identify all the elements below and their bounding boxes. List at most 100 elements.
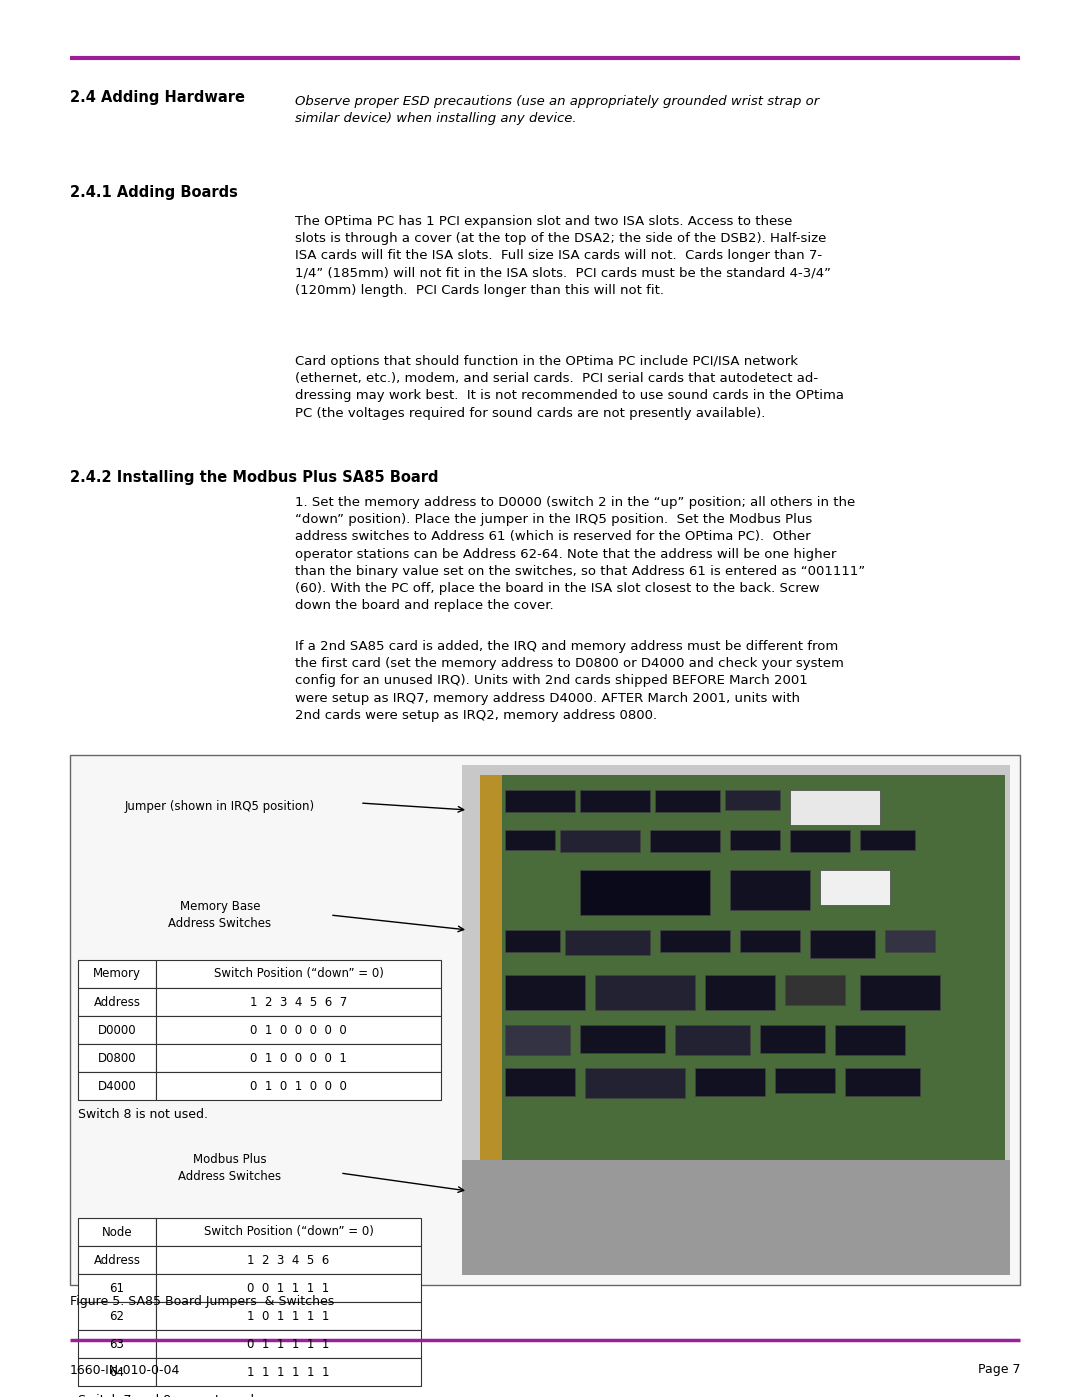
- Bar: [78, 1274, 156, 1302]
- Bar: [580, 1025, 665, 1053]
- Bar: [156, 1302, 421, 1330]
- Text: Memory: Memory: [93, 968, 141, 981]
- Bar: [820, 870, 890, 905]
- Text: Address: Address: [94, 996, 140, 1009]
- Bar: [650, 830, 720, 852]
- Text: Memory Base
Address Switches: Memory Base Address Switches: [168, 900, 271, 930]
- Bar: [580, 870, 710, 915]
- Text: Switch 7 and 8 are not used.: Switch 7 and 8 are not used.: [78, 1394, 258, 1397]
- Bar: [580, 789, 650, 812]
- Text: 0  1  0  0  0  0  1: 0 1 0 0 0 0 1: [251, 1052, 347, 1065]
- Text: 64: 64: [109, 1365, 124, 1379]
- Bar: [696, 1067, 765, 1097]
- Bar: [705, 975, 775, 1010]
- Text: D4000: D4000: [97, 1080, 136, 1092]
- Bar: [654, 789, 720, 812]
- Bar: [595, 975, 696, 1010]
- Text: 62: 62: [109, 1309, 124, 1323]
- Bar: [480, 775, 502, 1160]
- Bar: [505, 830, 555, 849]
- Text: Modbus Plus
Address Switches: Modbus Plus Address Switches: [178, 1153, 282, 1183]
- Text: Address: Address: [94, 1253, 140, 1267]
- Bar: [760, 1025, 825, 1053]
- Text: Jumper (shown in IRQ5 position): Jumper (shown in IRQ5 position): [125, 800, 315, 813]
- Bar: [505, 789, 575, 812]
- Text: Switch Position (“down” = 0): Switch Position (“down” = 0): [214, 968, 383, 981]
- Bar: [730, 830, 780, 849]
- Bar: [462, 1160, 1010, 1275]
- Text: 0  1  0  1  0  0  0: 0 1 0 1 0 0 0: [251, 1080, 347, 1092]
- Bar: [725, 789, 780, 810]
- Text: Card options that should function in the OPtima PC include PCI/ISA network
(ethe: Card options that should function in the…: [295, 355, 843, 419]
- Bar: [156, 1246, 421, 1274]
- Bar: [675, 1025, 750, 1055]
- Bar: [156, 1016, 441, 1044]
- Bar: [585, 1067, 685, 1098]
- Bar: [561, 830, 640, 852]
- Text: 1  0  1  1  1  1: 1 0 1 1 1 1: [247, 1309, 329, 1323]
- Bar: [156, 1274, 421, 1302]
- Bar: [730, 870, 810, 909]
- Text: Observe proper ESD precautions (use an appropriately grounded wrist strap or
sim: Observe proper ESD precautions (use an a…: [295, 95, 820, 124]
- Bar: [78, 988, 156, 1016]
- Text: Switch Position (“down” = 0): Switch Position (“down” = 0): [203, 1225, 374, 1239]
- Text: 1  2  3  4  5  6: 1 2 3 4 5 6: [247, 1253, 329, 1267]
- Text: The OPtima PC has 1 PCI expansion slot and two ISA slots. Access to these
slots : The OPtima PC has 1 PCI expansion slot a…: [295, 215, 831, 296]
- Text: Switch 8 is not used.: Switch 8 is not used.: [78, 1108, 208, 1120]
- Text: 1  1  1  1  1  1: 1 1 1 1 1 1: [247, 1365, 329, 1379]
- Text: 1  2  3  4  5  6  7: 1 2 3 4 5 6 7: [249, 996, 347, 1009]
- Text: 0  1  0  0  0  0  0: 0 1 0 0 0 0 0: [251, 1024, 347, 1037]
- Bar: [835, 1025, 905, 1055]
- Bar: [78, 960, 156, 988]
- Bar: [78, 1016, 156, 1044]
- Bar: [845, 1067, 920, 1097]
- Bar: [660, 930, 730, 951]
- Text: 63: 63: [109, 1337, 124, 1351]
- Bar: [860, 830, 915, 849]
- Bar: [78, 1246, 156, 1274]
- Text: 2.4.1 Adding Boards: 2.4.1 Adding Boards: [70, 184, 238, 200]
- Bar: [70, 754, 1020, 1285]
- Text: Page 7: Page 7: [977, 1363, 1020, 1376]
- Bar: [156, 960, 441, 988]
- Text: If a 2nd SA85 card is added, the IRQ and memory address must be different from
t: If a 2nd SA85 card is added, the IRQ and…: [295, 640, 843, 722]
- Bar: [78, 1218, 156, 1246]
- Bar: [78, 1302, 156, 1330]
- Bar: [810, 930, 875, 958]
- Bar: [156, 1218, 421, 1246]
- Text: D0000: D0000: [97, 1024, 136, 1037]
- Bar: [156, 1358, 421, 1386]
- Bar: [505, 1025, 570, 1055]
- Bar: [505, 930, 561, 951]
- Bar: [565, 930, 650, 956]
- Bar: [156, 1044, 441, 1071]
- Bar: [789, 789, 880, 826]
- Text: Node: Node: [102, 1225, 133, 1239]
- Bar: [885, 930, 935, 951]
- Bar: [78, 1044, 156, 1071]
- Text: Figure 5. SA85 Board Jumpers  & Switches: Figure 5. SA85 Board Jumpers & Switches: [70, 1295, 334, 1308]
- Bar: [78, 1358, 156, 1386]
- Text: D0800: D0800: [97, 1052, 136, 1065]
- Bar: [480, 775, 1005, 1160]
- Bar: [78, 1330, 156, 1358]
- Bar: [156, 988, 441, 1016]
- Bar: [462, 766, 1010, 1275]
- Text: 1. Set the memory address to D0000 (switch 2 in the “up” position; all others in: 1. Set the memory address to D0000 (swit…: [295, 496, 865, 612]
- Bar: [156, 1071, 441, 1099]
- Text: 1660-IN-010-0-04: 1660-IN-010-0-04: [70, 1363, 180, 1376]
- Bar: [505, 1067, 575, 1097]
- Bar: [505, 975, 585, 1010]
- Bar: [78, 1071, 156, 1099]
- Text: 0  1  1  1  1  1: 0 1 1 1 1 1: [247, 1337, 329, 1351]
- Bar: [789, 830, 850, 852]
- Bar: [775, 1067, 835, 1092]
- Bar: [860, 975, 940, 1010]
- Bar: [156, 1330, 421, 1358]
- Bar: [740, 930, 800, 951]
- Bar: [785, 975, 845, 1004]
- Text: 0  0  1  1  1  1: 0 0 1 1 1 1: [247, 1281, 329, 1295]
- Text: 2.4 Adding Hardware: 2.4 Adding Hardware: [70, 89, 245, 105]
- Text: 61: 61: [109, 1281, 124, 1295]
- Text: 2.4.2 Installing the Modbus Plus SA85 Board: 2.4.2 Installing the Modbus Plus SA85 Bo…: [70, 469, 438, 485]
